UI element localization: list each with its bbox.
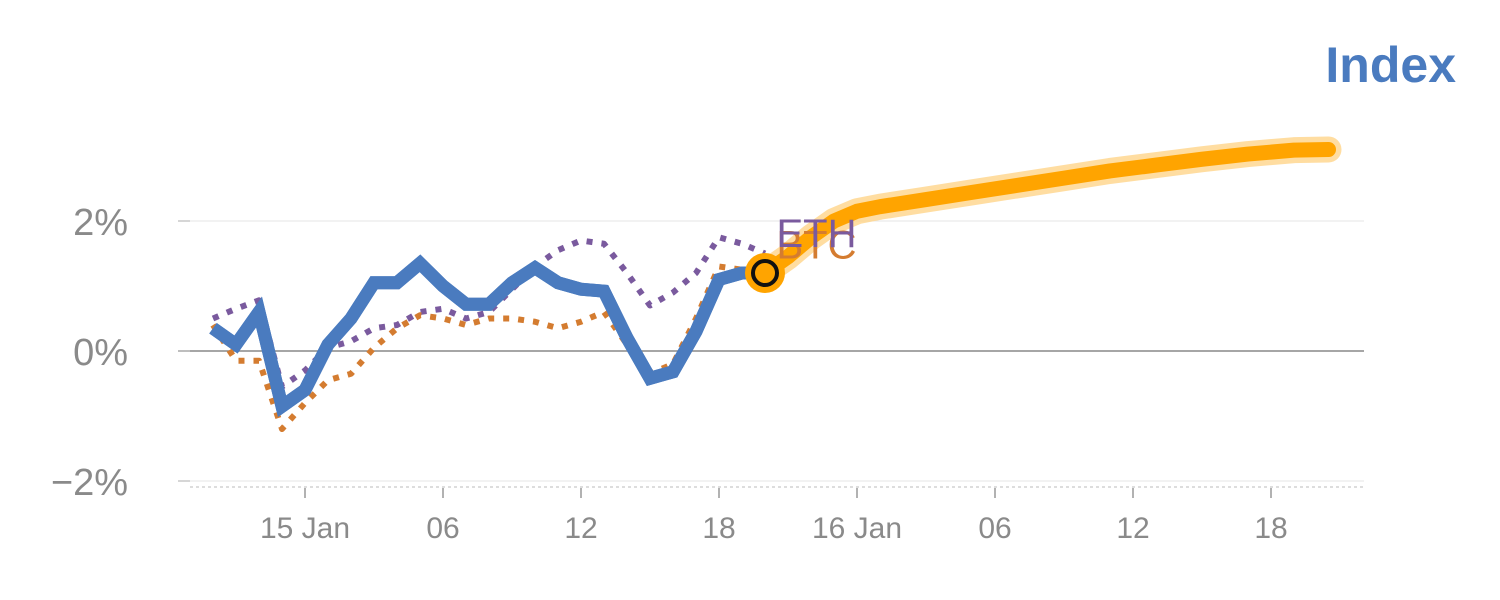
x-tick-label: 16 Jan [812, 512, 902, 545]
x-tick-label: 18 [1254, 512, 1287, 545]
forecast-line [757, 142, 1336, 281]
x-tick-label: 18 [702, 512, 735, 545]
x-tick-label: 15 Jan [260, 512, 350, 545]
btc-series-line [210, 263, 766, 432]
y-tick-label: 2% [73, 202, 128, 244]
grid [178, 220, 1364, 482]
x-tick-label: 12 [1116, 512, 1149, 545]
chart-title: Index [1325, 37, 1456, 93]
y-tick-label: −2% [51, 462, 128, 504]
x-tick-label: 06 [426, 512, 459, 545]
axes: 2% 0% −2% 15 Jan 06 12 18 16 Jan 06 12 18 [51, 202, 1366, 545]
current-point-marker [751, 259, 779, 287]
x-tick-label: 06 [978, 512, 1011, 545]
y-tick-label: 0% [73, 332, 128, 374]
series-layer [209, 136, 1342, 432]
index-series-line [209, 254, 765, 418]
x-tick-label: 12 [564, 512, 597, 545]
index-series-line-top [209, 254, 765, 418]
eth-series-label: ETH [777, 212, 857, 256]
btc-series-label: BTC [777, 224, 857, 268]
eth-series-line [211, 234, 767, 390]
